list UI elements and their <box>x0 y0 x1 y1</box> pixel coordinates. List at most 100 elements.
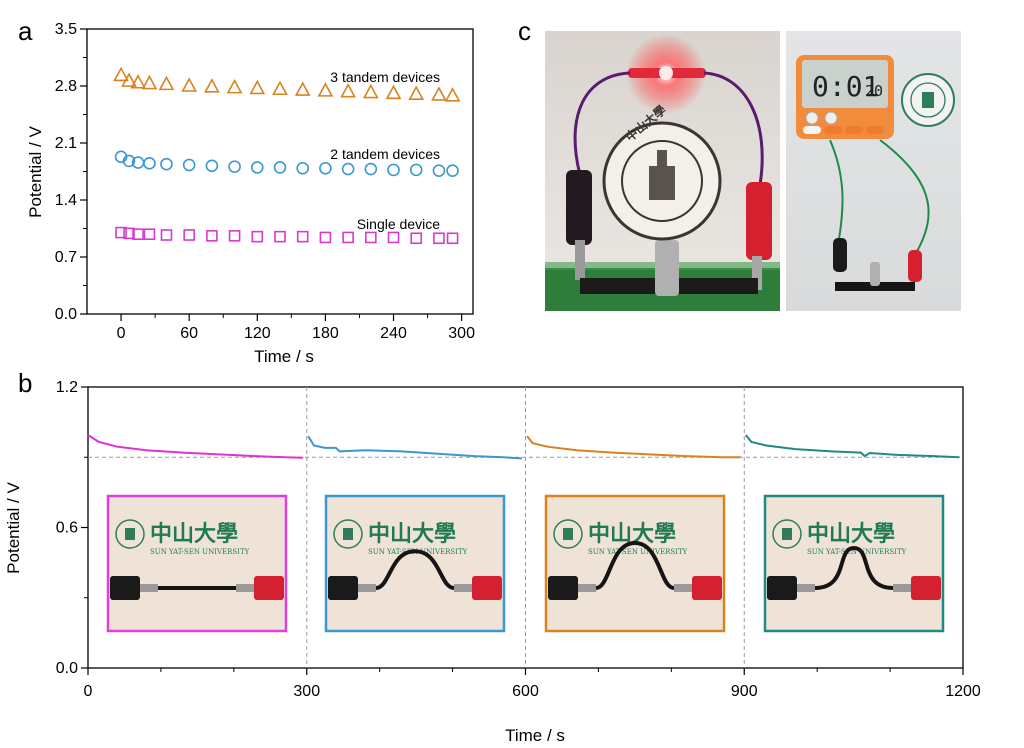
chart-a-xtick-label: 0 <box>117 325 126 342</box>
chart-a-ytick-label: 1.4 <box>55 192 77 209</box>
triangle-marker <box>362 83 379 99</box>
chart-b-segment-1 <box>307 435 522 460</box>
square-marker <box>296 230 309 243</box>
timer-display-seconds: 20 <box>865 82 883 100</box>
chart-a-ytick-label: 0.0 <box>55 306 77 323</box>
triangle-marker <box>272 80 288 96</box>
chart-a-xtick-label: 300 <box>448 325 475 342</box>
inset-frame <box>324 494 506 633</box>
chart-a-xtick-label: 180 <box>312 325 339 342</box>
square-marker <box>387 231 400 244</box>
circle-marker <box>296 161 310 175</box>
square-marker <box>274 230 286 243</box>
chart-b-segment-2 <box>526 435 741 459</box>
triangle-marker <box>158 75 175 91</box>
circle-marker <box>409 163 423 177</box>
triangle-marker <box>204 78 220 93</box>
black-clip-icon <box>548 576 578 600</box>
flexible-device-strip <box>375 549 455 590</box>
chart-a-ytick-label: 2.8 <box>55 78 77 95</box>
black-clip-icon <box>328 576 358 600</box>
chart-b-xtick-label: 600 <box>512 683 539 700</box>
chart-a: 0 60 120 180 240 300 0.0 0.7 1.4 2.1 2.8 3.5 3 tand… <box>26 21 475 366</box>
chart-a-ytick-label: 0.7 <box>55 249 77 266</box>
seal-tower-icon <box>563 528 573 540</box>
chart-a-xtick-label: 60 <box>180 325 198 342</box>
triangle-marker <box>385 84 402 100</box>
square-marker <box>319 231 332 244</box>
triangle-marker <box>317 82 334 97</box>
circle-marker <box>228 160 241 173</box>
flexible-device-strip <box>595 540 675 590</box>
square-marker <box>410 232 423 245</box>
triangle-marker <box>141 74 158 90</box>
red-clip-icon <box>911 576 941 600</box>
square-marker <box>206 230 218 242</box>
triangle-marker <box>444 87 461 102</box>
red-clip-icon <box>472 576 502 600</box>
chart-b-xlabel: Time / s <box>505 726 565 745</box>
chart-b-ytick-label: 0.0 <box>56 660 78 677</box>
series-label-single: Single device <box>357 216 440 232</box>
inset-frame <box>106 494 288 633</box>
circle-marker <box>143 157 156 170</box>
square-marker <box>251 230 264 243</box>
circle-marker <box>250 161 264 174</box>
circle-marker <box>387 163 400 177</box>
chart-b-segment-3 <box>744 434 960 459</box>
inset-english-title: SUN YAT-SEN UNIVERSITY <box>807 548 907 556</box>
circle-marker <box>432 164 446 177</box>
red-clip-icon <box>254 576 284 600</box>
square-marker <box>228 230 241 242</box>
chart-a-xlabel: Time / s <box>254 347 314 366</box>
university-seal-icon <box>772 519 802 549</box>
square-marker <box>160 229 173 241</box>
chart-a-xtick-label: 240 <box>380 325 407 342</box>
circle-marker <box>364 162 378 176</box>
circle-marker <box>446 164 459 177</box>
circle-marker <box>160 157 173 171</box>
triangle-marker <box>113 66 129 82</box>
panel-letter-c: c <box>518 16 531 46</box>
seal-tower-icon <box>343 528 353 540</box>
square-marker <box>132 228 144 240</box>
inset-english-title: SUN YAT-SEN UNIVERSITY <box>588 548 688 556</box>
inset-chinese-title: 中山大學 <box>368 521 456 547</box>
university-seal-icon <box>333 519 363 549</box>
triangle-marker <box>431 86 447 101</box>
chart-b-segment-0 <box>87 434 304 459</box>
triangle-marker <box>121 72 137 87</box>
flexible-device-strip <box>814 545 894 590</box>
square-marker <box>446 232 459 245</box>
chart-b-ytick-label: 1.2 <box>56 379 78 396</box>
chart-b-xtick-label: 900 <box>731 683 758 700</box>
triangle-marker <box>181 77 198 92</box>
inset-frame <box>763 494 945 633</box>
chart-b-ylabel: Potential / V <box>4 482 23 574</box>
seal-tower-icon <box>782 528 792 540</box>
circle-marker <box>319 161 332 175</box>
chart-a-series-2 <box>115 226 459 245</box>
circle-marker <box>273 161 287 174</box>
square-marker <box>115 226 127 239</box>
chart-a-series-1 <box>114 150 459 177</box>
black-clip-icon <box>110 576 140 600</box>
inset-chinese-title: 中山大學 <box>807 521 895 547</box>
university-seal-icon <box>553 519 583 549</box>
panel-letter-a: a <box>18 16 33 46</box>
series-label-2-tandem: 2 tandem devices <box>330 146 440 162</box>
panel-letter-b: b <box>18 368 32 398</box>
triangle-marker <box>340 83 356 98</box>
photo-timer: 0:01 20 <box>786 31 961 311</box>
photo-led-circuit: 中山大學 <box>545 31 780 311</box>
square-marker <box>433 232 445 245</box>
timer-display: 0:01 <box>812 70 879 103</box>
triangle-marker <box>226 78 243 94</box>
chart-b-xtick-label: 300 <box>293 683 320 700</box>
chart-b-ytick-label: 0.6 <box>56 520 78 537</box>
chart-a-xtick-label: 120 <box>244 325 271 342</box>
